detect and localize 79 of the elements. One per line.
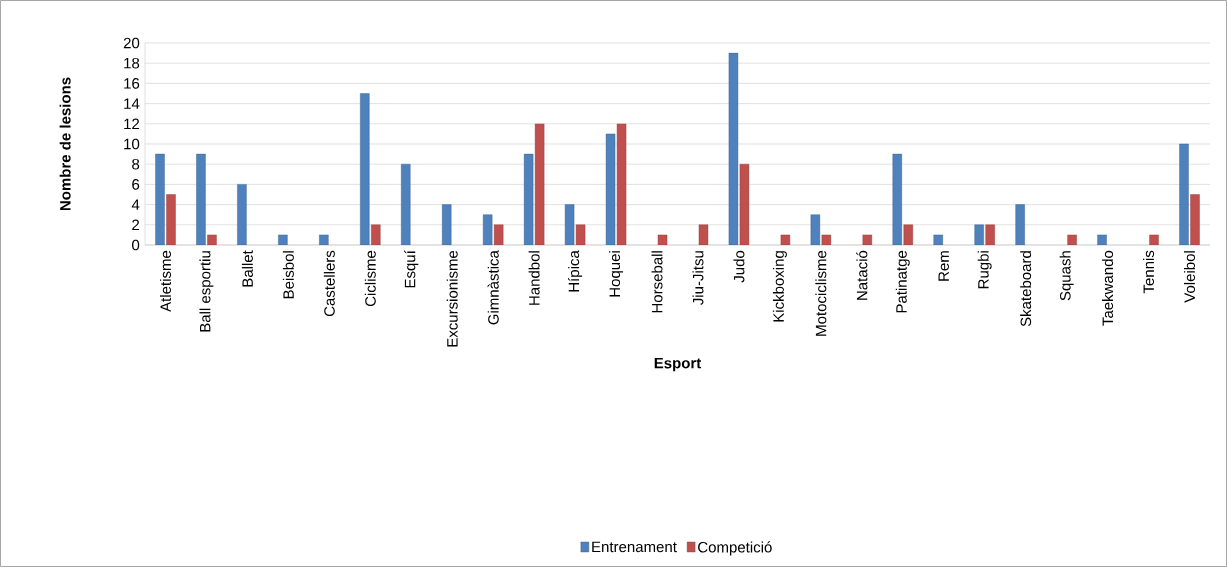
bar — [360, 93, 370, 245]
y-tick-label: 10 — [124, 138, 140, 150]
bar — [564, 204, 575, 245]
bar — [862, 234, 873, 245]
x-tick-label: Hípica — [568, 250, 583, 292]
bar — [974, 224, 984, 245]
bar — [1067, 234, 1077, 245]
x-tick-label: Squash — [1059, 251, 1074, 301]
bar — [821, 234, 832, 245]
bar — [1097, 234, 1107, 245]
y-tick-label: 2 — [132, 219, 140, 231]
bar — [278, 234, 288, 245]
y-tick-label: 6 — [132, 179, 140, 190]
bar — [1149, 234, 1159, 245]
x-tick-label: Ballet — [241, 250, 253, 287]
x-tick-label: Taekwando — [1102, 250, 1114, 326]
bar — [605, 133, 616, 245]
x-tick-label: Jiu-Jitsu — [692, 251, 704, 305]
bar — [482, 214, 493, 245]
bar — [523, 153, 534, 245]
y-tick-label: 20 — [123, 37, 140, 49]
x-tick-label: Beisbol — [282, 251, 294, 299]
x-tick-label: Kickboxing — [772, 251, 787, 322]
x-tick-label: Motociclisme — [815, 250, 827, 336]
x-tick-label: Natació — [856, 250, 868, 300]
bar — [166, 194, 176, 245]
x-tick-label: Judo — [733, 250, 745, 283]
bar — [933, 234, 943, 245]
legend-label: Competició — [698, 541, 772, 556]
x-axis-title: Esport — [654, 357, 702, 372]
bar — [739, 164, 750, 245]
bar — [575, 224, 586, 245]
bar — [903, 224, 913, 245]
y-tick-label: 8 — [132, 158, 140, 170]
bar — [442, 204, 452, 245]
bar — [196, 153, 206, 245]
bar — [401, 164, 411, 245]
bar — [728, 52, 739, 245]
bar — [810, 214, 821, 245]
x-tick-label: Castellers — [323, 250, 335, 317]
x-tick-label: Horseball — [651, 251, 663, 313]
bar — [371, 224, 381, 245]
x-tick-label: Skateboard — [1020, 251, 1032, 327]
bar — [493, 224, 504, 245]
x-tick-label: Tennis — [1143, 250, 1155, 294]
y-tick-label: 4 — [131, 199, 140, 210]
y-tick-label: 14 — [124, 98, 140, 109]
bar — [657, 234, 668, 245]
x-tick-label: Excursionisme — [446, 250, 458, 347]
x-tick-label: Atletisme — [159, 250, 171, 312]
y-axis-title: Nombre de lesions — [59, 77, 71, 211]
x-tick-label: Gimnàstica — [487, 250, 499, 325]
bar — [155, 153, 165, 245]
bar — [319, 234, 329, 245]
y-tick-label: 18 — [124, 57, 140, 69]
bar — [985, 224, 995, 245]
bar — [1190, 194, 1200, 245]
x-tick-label: Rem — [938, 251, 949, 281]
x-tick-label: Handbol — [528, 251, 540, 305]
bar — [1179, 143, 1189, 245]
legend-label: Entrenament — [592, 541, 677, 553]
x-tick-label: Patinatge — [895, 250, 910, 313]
bar — [780, 234, 791, 245]
x-tick-label: Esquí — [404, 250, 419, 288]
x-tick-label: Hoquei — [609, 251, 624, 297]
bar — [534, 123, 545, 245]
bar — [207, 234, 217, 245]
x-tick-label: Rugbi — [977, 251, 992, 289]
y-tick-label: 0 — [132, 239, 140, 251]
bar — [892, 153, 902, 245]
bar — [1015, 204, 1025, 245]
bar — [616, 123, 627, 245]
y-tick-label: 16 — [124, 78, 140, 89]
bar — [237, 184, 247, 245]
bar — [698, 224, 709, 245]
x-tick-label: Ciclisme — [364, 250, 376, 307]
x-tick-label: Voleibol — [1183, 251, 1195, 303]
y-tick-label: 12 — [124, 118, 140, 130]
x-tick-label: Ball esportiu — [199, 251, 214, 332]
